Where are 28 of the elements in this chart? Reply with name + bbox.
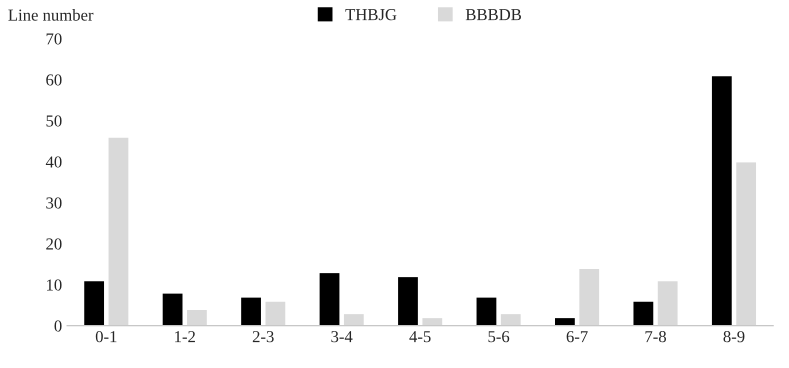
bar	[578, 268, 601, 326]
legend-label: BBBDB	[466, 9, 522, 20]
x-tick-label: 6-7	[566, 331, 588, 342]
x-tick-label: 1-2	[175, 331, 195, 342]
x-tick-label: 7-8	[646, 331, 666, 342]
x-tick-label: 3-4	[331, 331, 353, 342]
y-tick-label: 70	[46, 33, 62, 45]
y-tick-label: 10	[47, 279, 62, 291]
y-tick-label: 20	[46, 238, 62, 250]
x-tick-label: 8-9	[724, 331, 744, 342]
x-tick-label: 5-6	[488, 331, 510, 342]
y-tick-label: 40	[46, 156, 62, 168]
bar	[632, 300, 655, 326]
y-axis-title: Line number	[8, 9, 94, 21]
y-tick-label: 30	[46, 197, 62, 209]
x-tick-label: 0-1	[96, 331, 116, 342]
bar	[710, 74, 734, 326]
bar	[499, 312, 522, 326]
bar	[656, 280, 679, 326]
x-tick-label: 2-3	[252, 331, 274, 342]
x-tick-label: 4-5	[409, 331, 431, 342]
y-tick-label: 60	[46, 74, 62, 86]
bar	[734, 160, 758, 326]
bar	[554, 316, 576, 326]
bar	[475, 296, 498, 326]
y-tick-label: 0	[54, 320, 62, 332]
legend-label: THBJG	[345, 9, 396, 20]
y-tick-label: 50	[46, 115, 62, 127]
